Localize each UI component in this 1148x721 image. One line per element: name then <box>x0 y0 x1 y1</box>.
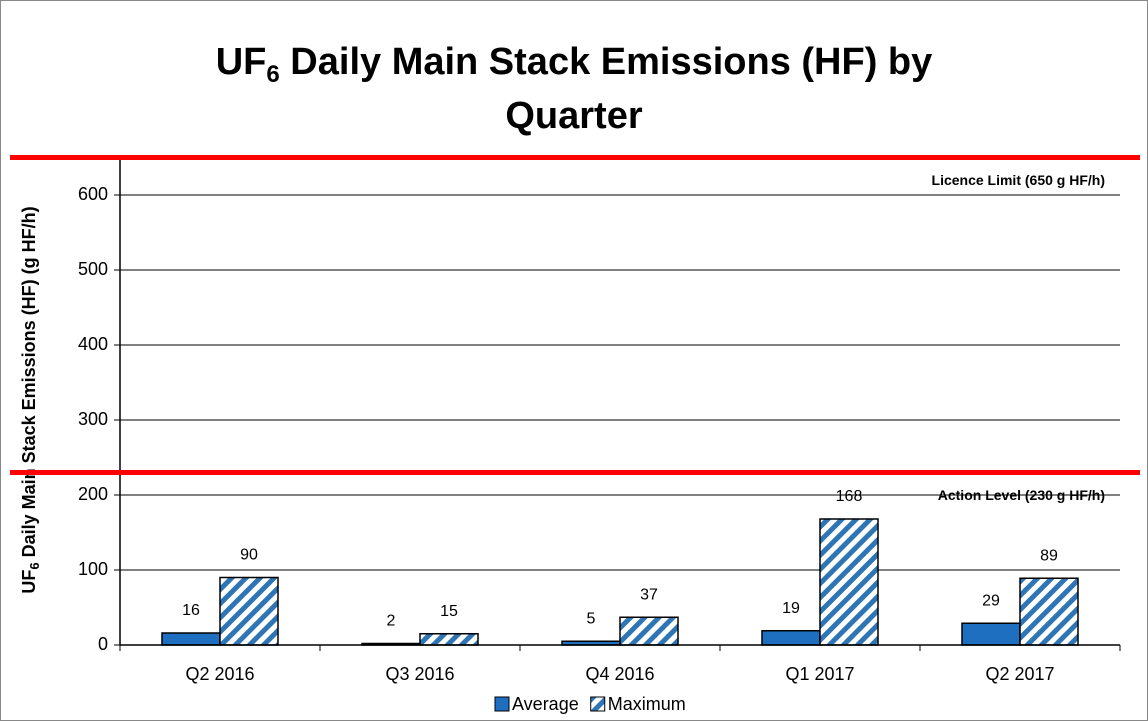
y-tick-label: 200 <box>78 484 108 504</box>
chart-title: UF6 Daily Main Stack Emissions (HF) by <box>216 41 933 88</box>
value-label: 19 <box>782 600 800 617</box>
bar <box>819 518 879 646</box>
y-tick-label: 600 <box>78 184 108 204</box>
legend-swatch <box>590 696 606 712</box>
y-tick-label: 100 <box>78 559 108 579</box>
x-tick-label: Q3 2016 <box>385 664 454 684</box>
value-label: 89 <box>1040 547 1058 564</box>
value-label: 2 <box>387 613 396 630</box>
y-tick-label: 300 <box>78 409 108 429</box>
reference-label: Licence Limit (650 g HF/h) <box>932 172 1105 188</box>
value-label: 16 <box>182 602 200 619</box>
x-tick-label: Q2 2016 <box>185 664 254 684</box>
value-label: 15 <box>440 603 458 620</box>
x-tick-label: Q4 2016 <box>585 664 654 684</box>
bar <box>961 622 1021 646</box>
bar <box>419 633 479 646</box>
y-tick-label: 0 <box>98 634 108 654</box>
x-tick-label: Q2 2017 <box>985 664 1054 684</box>
bar <box>619 616 679 646</box>
value-label: 90 <box>240 547 258 564</box>
value-label: 37 <box>640 586 658 603</box>
x-tick-label: Q1 2017 <box>785 664 854 684</box>
chart-title: Quarter <box>505 95 642 137</box>
value-label: 5 <box>587 610 596 627</box>
bar <box>761 630 821 646</box>
legend-label: Maximum <box>608 694 686 714</box>
value-label: 168 <box>836 488 863 505</box>
legend-label: Average <box>512 694 579 714</box>
bar <box>1019 577 1079 646</box>
reference-label: Action Level (230 g HF/h) <box>938 487 1105 503</box>
y-tick-label: 500 <box>78 259 108 279</box>
y-tick-label: 400 <box>78 334 108 354</box>
legend-swatch <box>494 696 510 712</box>
value-label: 29 <box>982 592 1000 609</box>
bar <box>219 576 279 646</box>
bar <box>161 632 221 646</box>
